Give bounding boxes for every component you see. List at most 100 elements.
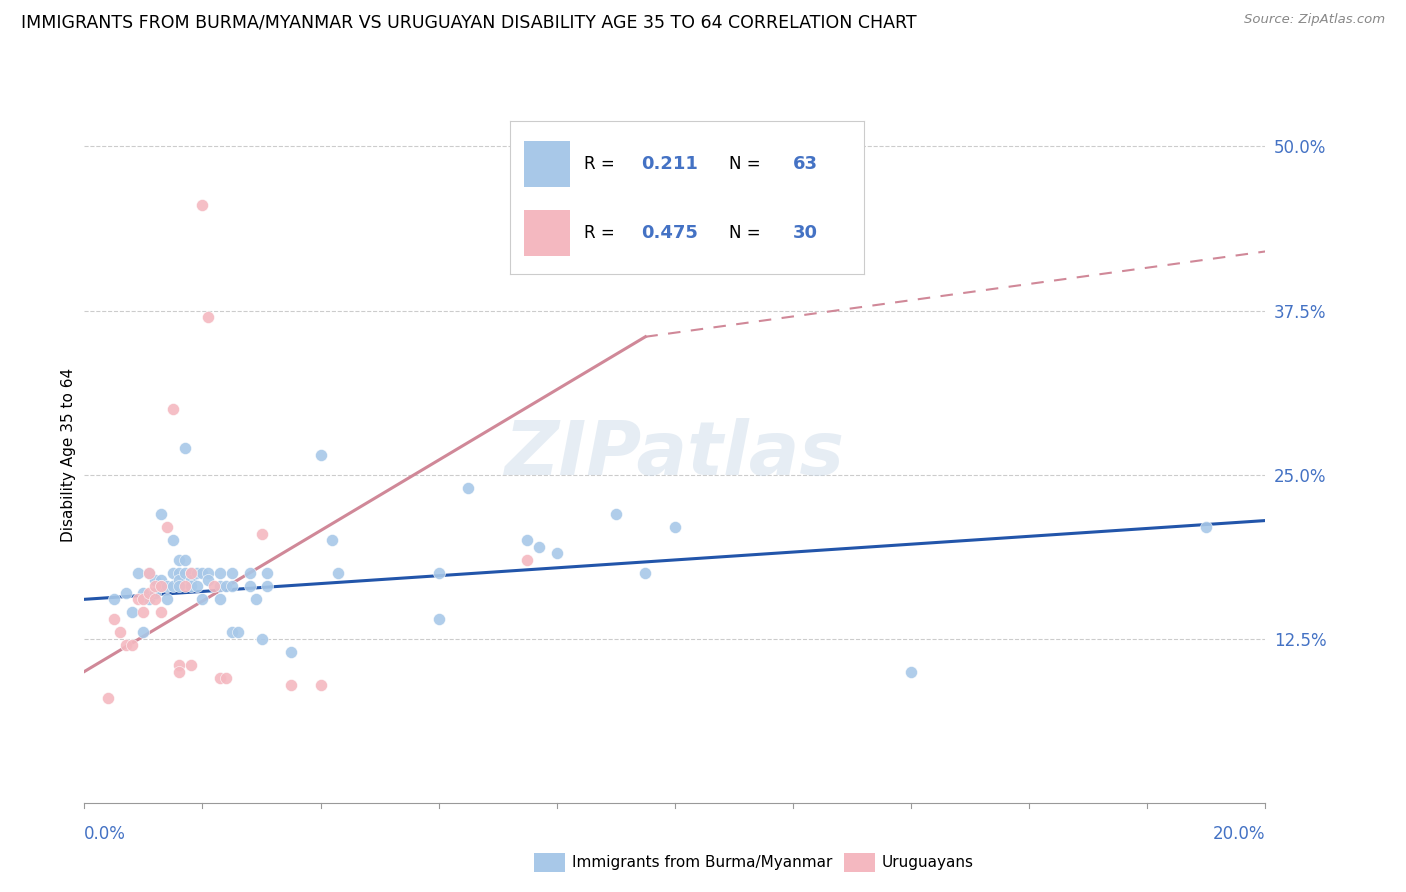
Point	[162, 566, 184, 580]
Point	[256, 566, 278, 580]
Point	[143, 579, 166, 593]
Point	[239, 566, 262, 580]
Point	[221, 625, 243, 640]
Point	[114, 586, 136, 600]
Point	[162, 579, 184, 593]
Point	[167, 665, 190, 679]
Point	[280, 678, 302, 692]
Point	[209, 566, 232, 580]
Point	[103, 612, 125, 626]
Point	[605, 507, 627, 521]
Point	[221, 566, 243, 580]
Point	[132, 606, 155, 620]
Point	[103, 592, 125, 607]
Point	[167, 553, 190, 567]
Point	[191, 592, 214, 607]
Point	[250, 632, 273, 646]
Point	[127, 566, 149, 580]
Text: IMMIGRANTS FROM BURMA/MYANMAR VS URUGUAYAN DISABILITY AGE 35 TO 64 CORRELATION C: IMMIGRANTS FROM BURMA/MYANMAR VS URUGUAY…	[21, 13, 917, 31]
Point	[427, 566, 450, 580]
Point	[309, 678, 332, 692]
Point	[215, 671, 238, 685]
Point	[516, 533, 538, 548]
Point	[527, 540, 550, 554]
Point	[634, 566, 657, 580]
Point	[162, 401, 184, 416]
Point	[221, 579, 243, 593]
Point	[150, 579, 173, 593]
Point	[173, 566, 195, 580]
Point	[226, 625, 249, 640]
Point	[1195, 520, 1218, 534]
Point	[143, 592, 166, 607]
Point	[114, 638, 136, 652]
Point	[197, 573, 219, 587]
Point	[143, 586, 166, 600]
Point	[180, 579, 202, 593]
Point	[202, 579, 225, 593]
Point	[132, 625, 155, 640]
Point	[132, 592, 155, 607]
Point	[150, 507, 173, 521]
Point	[321, 533, 343, 548]
Point	[900, 665, 922, 679]
Point	[209, 592, 232, 607]
Point	[162, 533, 184, 548]
Point	[167, 657, 190, 672]
Point	[97, 690, 120, 705]
Point	[191, 198, 214, 212]
Y-axis label: Disability Age 35 to 64: Disability Age 35 to 64	[60, 368, 76, 542]
Point	[173, 442, 195, 456]
Point	[167, 566, 190, 580]
Point	[664, 520, 686, 534]
Point	[457, 481, 479, 495]
Point	[516, 553, 538, 567]
Text: Immigrants from Burma/Myanmar: Immigrants from Burma/Myanmar	[572, 855, 832, 870]
Point	[108, 625, 131, 640]
Point	[180, 657, 202, 672]
Point	[215, 579, 238, 593]
Text: Source: ZipAtlas.com: Source: ZipAtlas.com	[1244, 13, 1385, 27]
Point	[150, 573, 173, 587]
Point	[209, 671, 232, 685]
Point	[256, 579, 278, 593]
Text: 0.0%: 0.0%	[84, 825, 127, 843]
Point	[143, 573, 166, 587]
Point	[239, 579, 262, 593]
Point	[121, 638, 143, 652]
Point	[186, 566, 208, 580]
Point	[186, 579, 208, 593]
Point	[197, 566, 219, 580]
Point	[209, 579, 232, 593]
Point	[138, 592, 160, 607]
Point	[138, 566, 160, 580]
Point	[197, 310, 219, 324]
Point	[250, 526, 273, 541]
Point	[191, 566, 214, 580]
Point	[309, 448, 332, 462]
Text: Uruguayans: Uruguayans	[882, 855, 973, 870]
Point	[180, 566, 202, 580]
Point	[167, 579, 190, 593]
Point	[245, 592, 267, 607]
Point	[156, 520, 179, 534]
Point	[180, 573, 202, 587]
Point	[132, 586, 155, 600]
Point	[121, 606, 143, 620]
Text: ZIPatlas: ZIPatlas	[505, 418, 845, 491]
Point	[167, 573, 190, 587]
Point	[173, 579, 195, 593]
Point	[427, 612, 450, 626]
Point	[280, 645, 302, 659]
Point	[138, 566, 160, 580]
Point	[546, 546, 568, 560]
Point	[328, 566, 350, 580]
Point	[173, 553, 195, 567]
Point	[138, 586, 160, 600]
Point	[180, 566, 202, 580]
Point	[150, 606, 173, 620]
Text: 20.0%: 20.0%	[1213, 825, 1265, 843]
Point	[156, 579, 179, 593]
Point	[127, 592, 149, 607]
Point	[150, 579, 173, 593]
